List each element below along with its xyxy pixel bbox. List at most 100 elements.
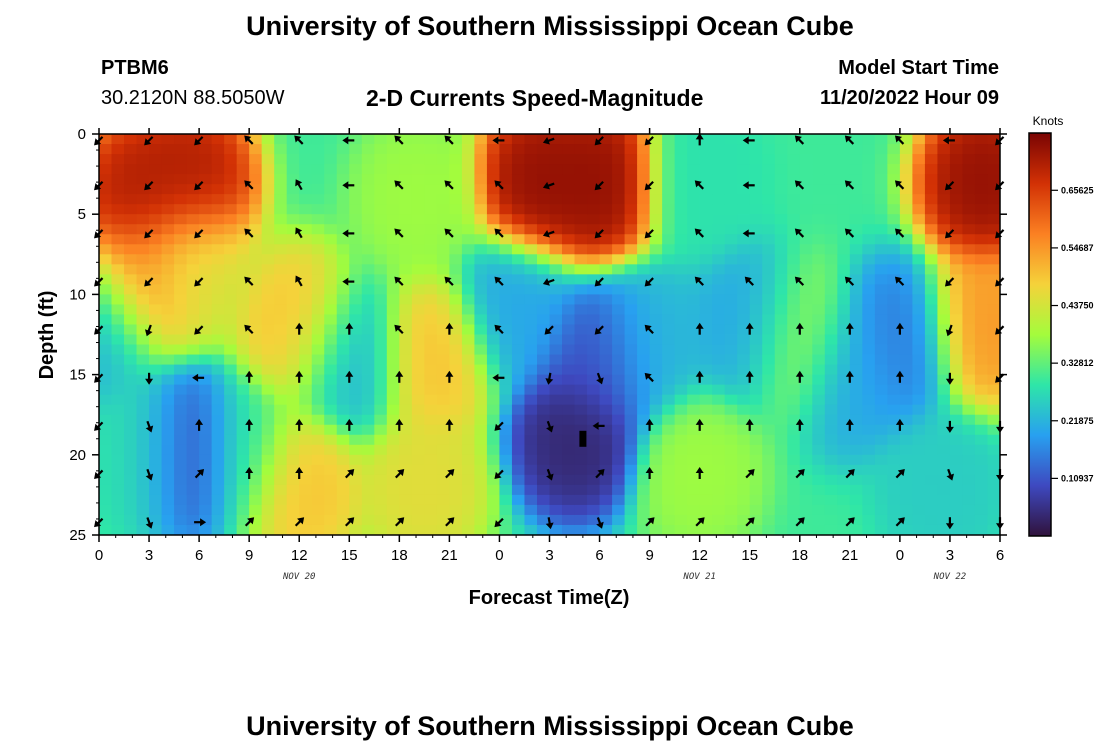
heatmap-cell: [286, 164, 300, 175]
heatmap-cell: [849, 344, 863, 356]
heatmap-cell: [774, 404, 788, 416]
heatmap-cell: [386, 164, 400, 175]
heatmap-cell: [161, 254, 175, 265]
heatmap-cell: [361, 274, 375, 285]
current-arrow: [542, 181, 555, 190]
heatmap-cell: [436, 434, 450, 446]
heatmap-cell: [637, 344, 651, 356]
heatmap-cell: [499, 324, 513, 336]
heatmap-cell: [987, 414, 1000, 426]
heatmap-cell: [849, 154, 863, 165]
heatmap-cell: [336, 174, 350, 185]
current-arrow: [596, 517, 604, 529]
heatmap-cell: [612, 314, 626, 326]
heatmap-cell: [699, 214, 713, 225]
heatmap-cell: [637, 314, 651, 326]
heatmap-cell: [674, 154, 688, 165]
heatmap-cell: [449, 514, 463, 526]
heatmap-cell: [186, 494, 200, 506]
heatmap-cell: [161, 184, 175, 195]
heatmap-cell: [261, 174, 275, 185]
heatmap-cell: [849, 504, 863, 516]
current-arrow: [794, 180, 805, 190]
heatmap-cell: [799, 334, 813, 346]
heatmap-cell: [274, 224, 288, 235]
heatmap-cell: [824, 144, 838, 155]
heatmap-cell: [424, 264, 438, 275]
heatmap-cell: [311, 414, 325, 426]
heatmap-cell: [274, 364, 288, 376]
heatmap-cell: [874, 454, 888, 466]
heatmap-cell: [624, 154, 638, 165]
heatmap-cell: [249, 494, 263, 506]
heatmap-cell: [662, 314, 676, 326]
heatmap-cell: [411, 404, 425, 416]
heatmap-cell: [787, 494, 801, 506]
heatmap-cell: [99, 494, 113, 506]
heatmap-cell: [174, 144, 188, 155]
heatmap-cell: [912, 284, 926, 296]
heatmap-cell: [336, 164, 350, 175]
heatmap-cell: [824, 274, 838, 285]
heatmap-cell: [774, 334, 788, 346]
heatmap-cell: [749, 344, 763, 356]
heatmap-cell: [249, 174, 263, 185]
heatmap-cell: [299, 374, 313, 386]
heatmap-cell: [587, 374, 601, 386]
heatmap-cell: [211, 494, 225, 506]
heatmap-cell: [599, 184, 613, 195]
heatmap-cell: [862, 474, 876, 486]
current-arrow: [594, 229, 604, 239]
heatmap-cell: [937, 514, 951, 526]
heatmap-cell: [149, 274, 163, 285]
heatmap-cell: [587, 454, 601, 466]
heatmap-cell: [949, 244, 964, 255]
heatmap-cell: [662, 274, 676, 285]
heatmap-cell: [261, 434, 275, 446]
heatmap-cell: [787, 404, 801, 416]
heatmap-cell: [174, 154, 188, 165]
heatmap-cell: [349, 344, 363, 356]
heatmap-cell: [349, 434, 363, 446]
heatmap-cell: [236, 374, 250, 386]
heatmap-cell: [261, 414, 275, 426]
heatmap-cell: [199, 254, 213, 265]
heatmap-cell: [712, 454, 726, 466]
heatmap-cell: [612, 394, 626, 406]
heatmap-cell: [536, 214, 551, 225]
heatmap-cell: [637, 174, 651, 185]
heatmap-cell: [987, 244, 1000, 255]
heatmap-cell: [236, 434, 250, 446]
heatmap-cell: [762, 484, 776, 496]
heatmap-cell: [749, 274, 763, 285]
heatmap-cell: [149, 384, 163, 396]
heatmap-cell: [949, 304, 964, 316]
heatmap-cell: [274, 154, 288, 165]
current-arrow: [394, 276, 404, 286]
heatmap-cell: [161, 494, 175, 506]
heatmap-cell: [211, 134, 225, 145]
heatmap-cell: [124, 314, 138, 326]
heatmap-cell: [649, 294, 663, 306]
heatmap-cell: [987, 354, 1000, 366]
heatmap-cell: [186, 474, 200, 486]
heatmap-cell: [649, 384, 663, 396]
heatmap-cell: [524, 464, 538, 476]
heatmap-cell: [511, 414, 526, 426]
model-start-value: 11/20/2022 Hour 09: [819, 87, 999, 109]
current-arrow: [342, 181, 355, 190]
current-arrow: [542, 136, 555, 145]
current-arrow: [144, 277, 154, 287]
heatmap-cell: [674, 204, 688, 215]
heatmap-cell: [349, 374, 363, 386]
heatmap-cell: [799, 194, 813, 205]
heatmap-cell: [299, 304, 313, 316]
heatmap-cell: [974, 484, 989, 496]
heatmap-cell: [549, 194, 563, 205]
heatmap-cell: [124, 134, 138, 145]
heatmap-cell: [824, 364, 838, 376]
heatmap-cell: [136, 244, 150, 255]
heatmap-cell: [737, 174, 751, 185]
heatmap-cell: [199, 424, 213, 436]
heatmap-cell: [411, 244, 425, 255]
